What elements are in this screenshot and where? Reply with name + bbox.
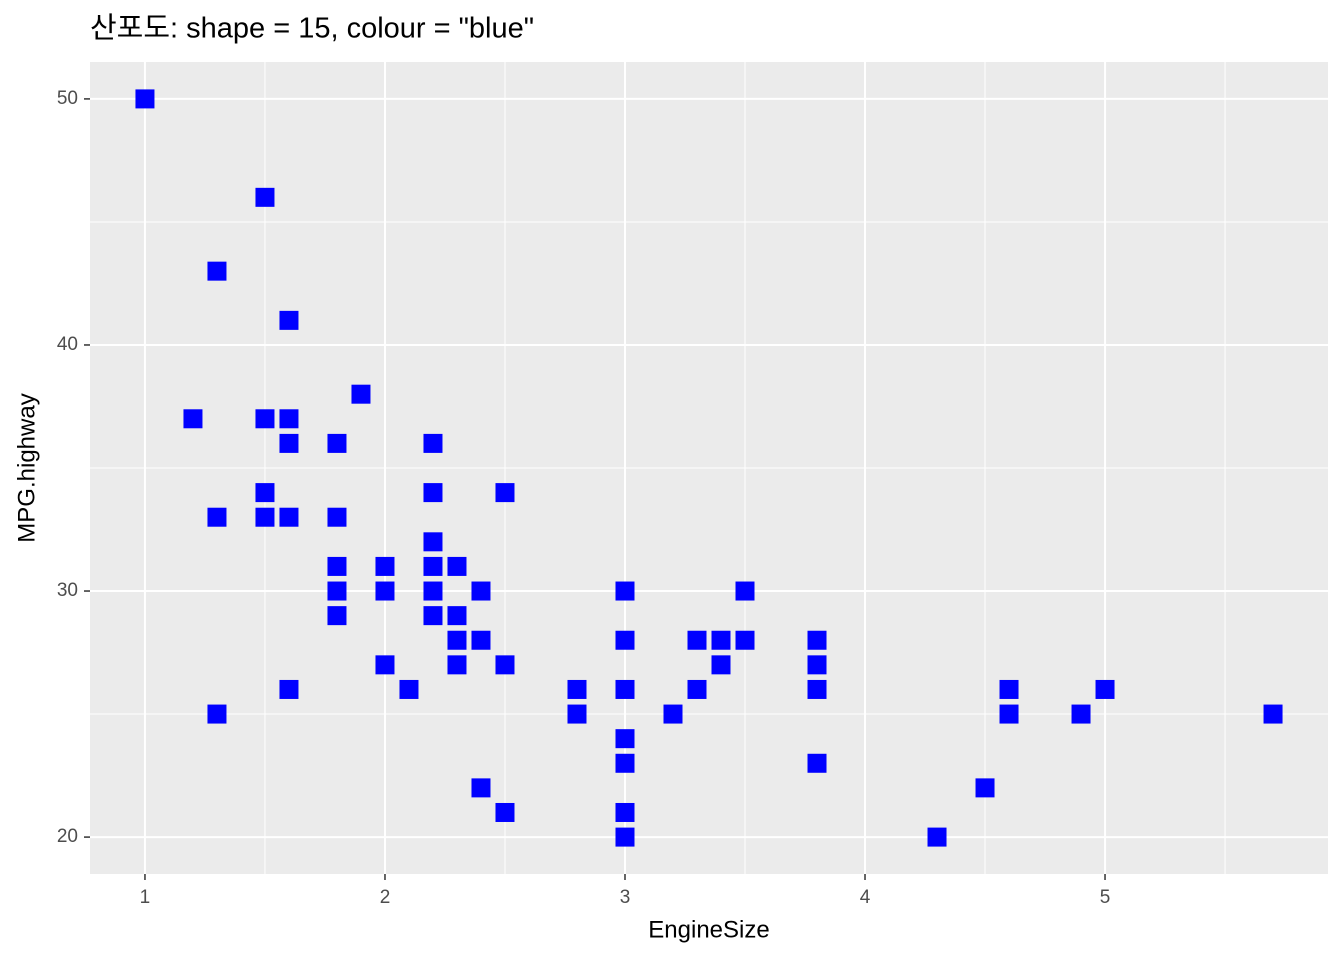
point bbox=[255, 507, 275, 527]
point bbox=[327, 507, 347, 527]
point bbox=[447, 655, 467, 675]
y-tick-label: 20 bbox=[57, 826, 78, 847]
x-tick-label: 2 bbox=[380, 887, 391, 908]
point bbox=[975, 778, 995, 798]
point bbox=[207, 261, 227, 281]
y-tick-label: 30 bbox=[57, 580, 78, 601]
point bbox=[807, 630, 827, 650]
point bbox=[1071, 704, 1091, 724]
point bbox=[471, 581, 491, 601]
point bbox=[327, 581, 347, 601]
point bbox=[207, 507, 227, 527]
point bbox=[375, 581, 395, 601]
point bbox=[423, 532, 443, 552]
point bbox=[495, 802, 515, 822]
point bbox=[279, 433, 299, 453]
point bbox=[423, 433, 443, 453]
point bbox=[1095, 679, 1115, 699]
point bbox=[567, 704, 587, 724]
point bbox=[999, 679, 1019, 699]
point bbox=[615, 630, 635, 650]
point bbox=[399, 679, 419, 699]
point bbox=[423, 483, 443, 503]
point bbox=[255, 409, 275, 429]
y-axis-title: MPG.highway bbox=[13, 393, 40, 542]
point bbox=[351, 384, 371, 404]
chart-title: 산포도: shape = 15, colour = "blue" bbox=[90, 13, 534, 45]
point bbox=[183, 409, 203, 429]
point bbox=[495, 655, 515, 675]
point bbox=[423, 581, 443, 601]
point bbox=[807, 679, 827, 699]
point bbox=[999, 704, 1019, 724]
point bbox=[495, 483, 515, 503]
point bbox=[423, 606, 443, 626]
point bbox=[279, 679, 299, 699]
x-tick-label: 3 bbox=[620, 887, 631, 908]
point bbox=[447, 556, 467, 576]
point bbox=[735, 630, 755, 650]
y-tick-label: 40 bbox=[57, 334, 78, 355]
point bbox=[447, 606, 467, 626]
point bbox=[615, 581, 635, 601]
point bbox=[279, 409, 299, 429]
point bbox=[471, 778, 491, 798]
point bbox=[447, 630, 467, 650]
point bbox=[255, 483, 275, 503]
point bbox=[615, 827, 635, 847]
point bbox=[207, 704, 227, 724]
point bbox=[279, 507, 299, 527]
point bbox=[471, 630, 491, 650]
point bbox=[327, 606, 347, 626]
point bbox=[279, 310, 299, 330]
point bbox=[615, 679, 635, 699]
point bbox=[567, 679, 587, 699]
point bbox=[423, 556, 443, 576]
point bbox=[327, 556, 347, 576]
point bbox=[615, 753, 635, 773]
y-tick-label: 50 bbox=[57, 88, 78, 109]
x-tick-label: 4 bbox=[860, 887, 871, 908]
x-tick-label: 1 bbox=[140, 887, 151, 908]
point bbox=[615, 802, 635, 822]
point bbox=[1263, 704, 1283, 724]
point bbox=[135, 89, 155, 109]
point bbox=[327, 433, 347, 453]
point bbox=[255, 187, 275, 207]
point bbox=[687, 630, 707, 650]
point bbox=[711, 630, 731, 650]
point bbox=[807, 655, 827, 675]
x-tick-label: 5 bbox=[1100, 887, 1111, 908]
point bbox=[375, 556, 395, 576]
point bbox=[687, 679, 707, 699]
point bbox=[735, 581, 755, 601]
point bbox=[663, 704, 683, 724]
point bbox=[807, 753, 827, 773]
point bbox=[375, 655, 395, 675]
x-axis-title: EngineSize bbox=[648, 916, 769, 943]
point bbox=[927, 827, 947, 847]
point bbox=[615, 729, 635, 749]
point bbox=[711, 655, 731, 675]
